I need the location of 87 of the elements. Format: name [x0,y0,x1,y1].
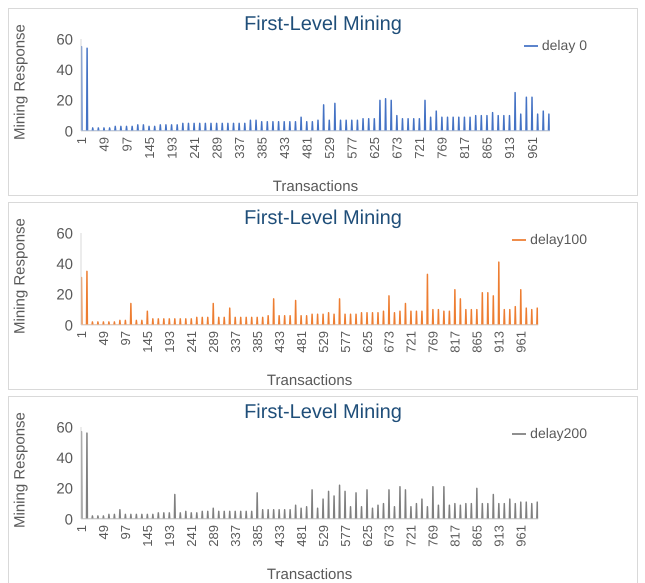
chart-title: First-Level Mining [244,13,402,35]
x-tick-label: 1 [74,331,90,338]
y-tick-label: 20 [56,286,73,304]
y-tick-label: 20 [56,480,73,498]
x-tick-label: 721 [404,525,419,547]
x-tick-label: 673 [382,525,397,547]
y-axis-title: Mining Response [11,24,28,140]
x-tick-label: 481 [294,525,309,547]
x-tick-label: 97 [118,525,134,540]
x-tick-label: 289 [206,331,222,353]
x-tick-label: 625 [360,525,375,547]
y-tick-label: 20 [56,92,73,110]
x-tick-label: 625 [360,331,375,353]
legend-label: delay 0 [542,37,587,53]
x-tick-label: 577 [338,331,353,353]
chart-title: First-Level Mining [244,207,402,229]
y-tick-label: 0 [64,123,73,140]
x-tick-label: 577 [338,525,353,547]
y-tick-label: 0 [64,317,73,334]
x-tick-label: 145 [142,137,157,159]
x-tick-label: 385 [254,137,270,159]
x-tick-label: 1 [74,525,90,532]
x-tick-label: 721 [404,331,419,353]
x-tick-label: 529 [316,331,331,353]
y-axis-title: Mining Response [11,412,28,528]
x-tick-label: 337 [232,137,247,159]
x-tick-label: 145 [140,331,156,353]
x-tick-label: 817 [448,331,463,353]
x-tick-label: 769 [434,137,450,159]
x-tick-label: 49 [96,525,112,540]
x-tick-label: 865 [470,331,485,353]
y-tick-label: 40 [56,256,73,273]
x-tick-label: 289 [206,525,222,547]
x-tick-label: 913 [502,137,518,159]
x-tick-label: 577 [344,137,360,159]
x-tick-label: 961 [514,525,529,547]
x-tick-label: 625 [367,137,382,159]
x-tick-label: 865 [480,137,495,159]
x-tick-label: 193 [162,525,178,547]
x-tick-label: 433 [272,331,287,353]
x-tick-label: 241 [186,137,202,159]
x-tick-label: 49 [96,137,112,152]
y-tick-label: 60 [56,419,73,436]
x-tick-label: 1 [74,137,90,144]
y-tick-label: 40 [56,62,73,79]
x-tick-label: 961 [524,137,540,159]
x-tick-label: 337 [228,331,243,353]
x-tick-label: 673 [382,331,397,353]
x-tick-label: 193 [164,137,180,159]
y-tick-label: 60 [56,225,73,242]
legend-label: delay100 [530,231,587,247]
x-tick-label: 385 [250,331,265,353]
x-tick-label: 337 [228,525,243,547]
x-tick-label: 385 [250,525,265,547]
legend-label: delay200 [530,425,587,441]
x-tick-label: 913 [492,331,507,353]
x-tick-label: 433 [272,525,287,547]
x-tick-label: 97 [119,137,134,152]
x-tick-label: 769 [426,331,441,353]
x-tick-label: 97 [118,331,134,346]
x-tick-label: 817 [448,525,463,547]
x-tick-label: 961 [514,331,529,353]
x-tick-label: 193 [162,331,178,353]
x-axis-title: Transactions [272,178,358,195]
x-tick-label: 529 [322,137,338,159]
x-axis-title: Transactions [266,566,352,583]
x-tick-label: 433 [276,137,292,159]
x-tick-label: 769 [426,525,441,547]
x-tick-label: 241 [184,525,200,547]
chart-title: First-Level Mining [244,401,402,423]
x-tick-label: 913 [492,525,507,547]
x-tick-label: 241 [184,331,200,353]
x-tick-label: 817 [457,137,472,159]
y-tick-label: 0 [64,511,73,528]
y-tick-label: 60 [56,31,73,48]
x-tick-label: 865 [470,525,485,547]
x-tick-label: 289 [209,137,224,159]
x-tick-label: 145 [140,525,156,547]
x-axis-title: Transactions [266,372,352,389]
x-tick-label: 481 [300,137,314,159]
x-tick-label: 49 [96,331,112,346]
x-tick-label: 673 [390,137,405,159]
x-tick-label: 529 [316,525,331,547]
y-tick-label: 40 [56,450,73,467]
y-axis-title: Mining Response [11,218,28,334]
x-tick-label: 721 [412,137,428,159]
x-tick-label: 481 [294,331,309,353]
